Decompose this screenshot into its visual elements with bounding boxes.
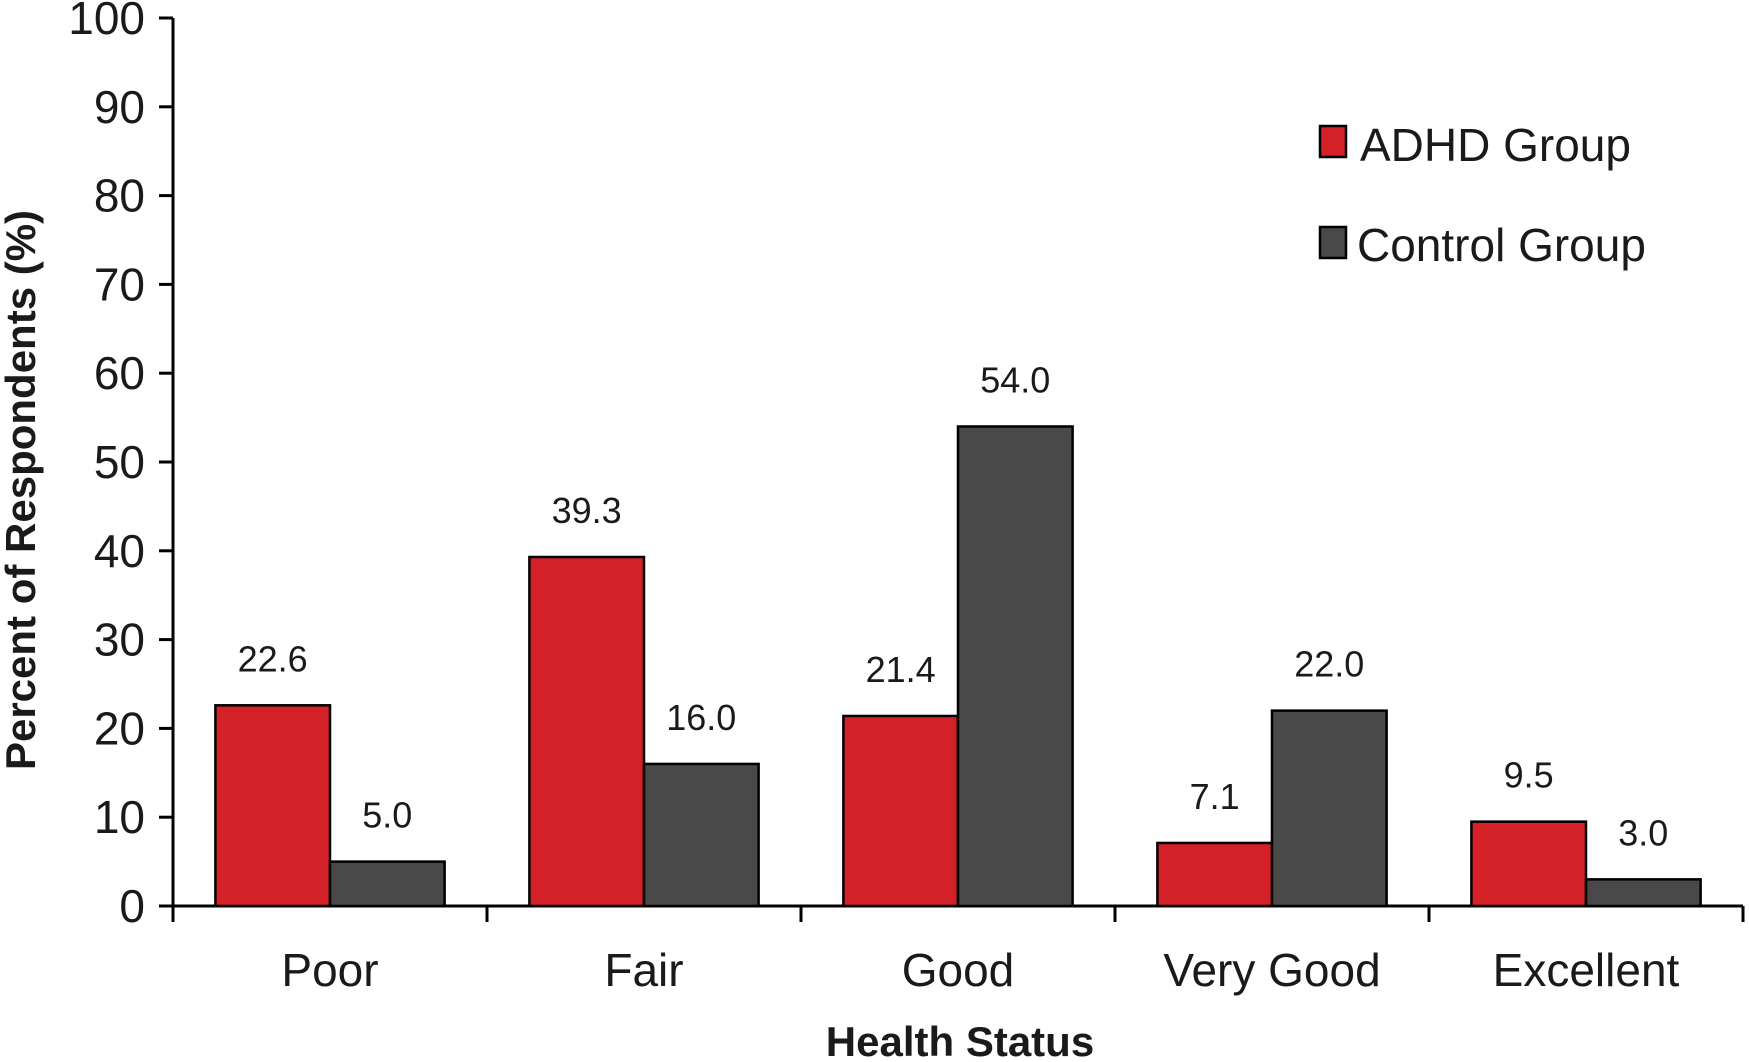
x-axis: Poor Fair Good Very Good Excellent [171, 904, 1745, 996]
bar-control-group-fair [642, 762, 760, 908]
category-label-excellent: Excellent [1493, 944, 1680, 996]
bar-control-group-excellent [1584, 878, 1702, 908]
bar-control-group-very-good [1270, 709, 1388, 908]
data-label-control-group-very-good: 22.0 [1294, 644, 1364, 685]
data-label-adhd-group-good: 21.4 [866, 649, 936, 690]
data-label-adhd-group-poor: 22.6 [238, 638, 308, 679]
legend: ADHD Group Control Group [1318, 119, 1646, 271]
category-label-fair: Fair [604, 944, 683, 996]
data-label-adhd-group-fair: 39.3 [552, 490, 622, 531]
y-tick-label: 30 [94, 614, 145, 666]
data-label-control-group-fair: 16.0 [666, 697, 736, 738]
bar-adhd-group-poor [214, 704, 332, 908]
y-tick-label: 80 [94, 170, 145, 222]
y-tick-label: 40 [94, 525, 145, 577]
data-label-adhd-group-very-good: 7.1 [1190, 776, 1240, 817]
legend-label-adhd-group: ADHD Group [1360, 119, 1631, 171]
y-tick-label: 70 [94, 258, 145, 310]
bar-control-group-poor [328, 860, 446, 908]
y-axis-title: Percent of Respondents (%) [0, 210, 44, 770]
data-labels: 22.6 5.0 39.3 16.0 21.4 54.0 7.1 22.0 9.5 3.0 [238, 359, 1669, 853]
bar-adhd-group-excellent [1470, 820, 1588, 908]
data-label-adhd-group-excellent: 9.5 [1504, 755, 1554, 796]
y-tick-label: 50 [94, 436, 145, 488]
y-tick-label: 20 [94, 702, 145, 754]
legend-swatch-adhd-group [1318, 124, 1348, 159]
y-tick-label: 10 [94, 791, 145, 843]
data-label-control-group-poor: 5.0 [362, 795, 412, 836]
category-label-poor: Poor [281, 944, 378, 996]
bar-adhd-group-fair [528, 555, 646, 908]
bar-adhd-group-good [842, 714, 960, 908]
legend-label-control-group: Control Group [1357, 219, 1646, 271]
bar-adhd-group-very-good [1156, 841, 1274, 908]
category-label-very-good: Very Good [1163, 944, 1380, 996]
x-axis-title: Health Status [826, 1018, 1094, 1062]
y-tick-label: 0 [119, 880, 145, 932]
y-axis: 0 10 20 30 40 50 60 70 80 90 100 [68, 0, 175, 932]
y-tick-label: 100 [68, 0, 145, 44]
data-label-control-group-good: 54.0 [980, 359, 1050, 400]
bar-control-group-good [956, 425, 1074, 908]
bars [214, 425, 1702, 908]
y-tick-label: 60 [94, 347, 145, 399]
data-label-control-group-excellent: 3.0 [1618, 812, 1668, 853]
legend-swatch-control-group [1318, 225, 1348, 260]
y-tick-label: 90 [94, 81, 145, 133]
category-label-good: Good [902, 944, 1015, 996]
